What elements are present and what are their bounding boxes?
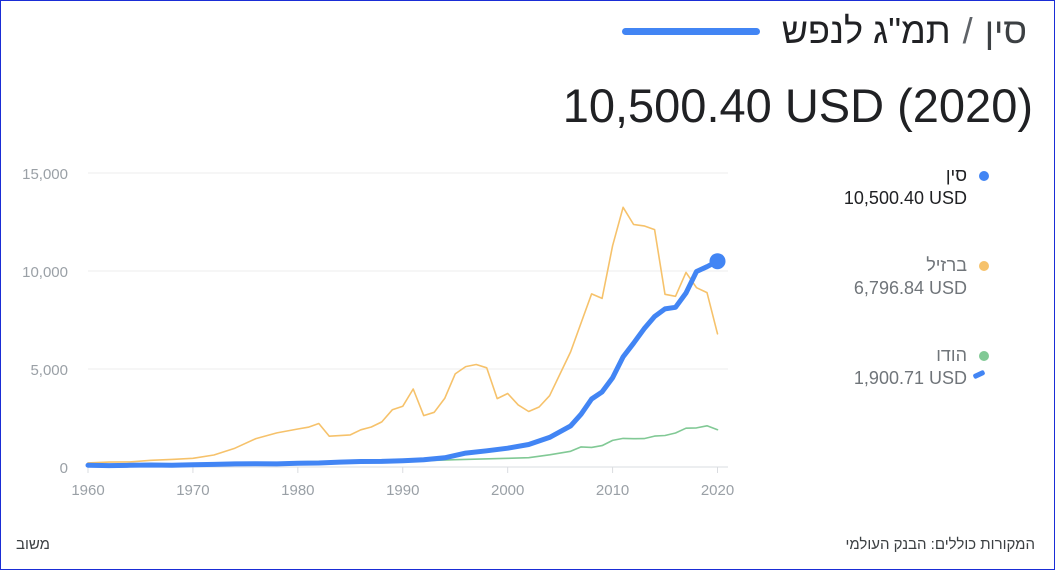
legend-dot-india — [979, 351, 989, 361]
series-endpoint-china — [709, 253, 726, 270]
x-tick-label: 1970 — [176, 482, 209, 499]
sources-note: המקורות כוללים: הבנק העולמי — [845, 536, 1036, 553]
legend-dot-china — [979, 171, 989, 181]
x-tick-label: 1980 — [281, 482, 314, 499]
legend-name-brazil: ברזיל — [926, 255, 967, 275]
legend-item-india[interactable]: הודו 1,900.71 USD — [747, 344, 989, 434]
legend-item-brazil[interactable]: ברזיל 6,796.84 USD — [747, 254, 989, 344]
legend-value-china: 10,500.40 USD — [843, 188, 967, 208]
y-tick-label: 0 — [60, 460, 68, 477]
metric-name[interactable]: תמ"ג לנפש — [781, 10, 951, 51]
y-tick-label: 10,000 — [22, 264, 68, 281]
legend-name-india: הודו — [936, 345, 967, 365]
x-tick-label: 2010 — [596, 482, 629, 499]
legend-value-brazil: 6,796.84 USD — [853, 278, 967, 298]
series-swatch — [621, 27, 760, 35]
series-line-china — [85, 258, 720, 469]
x-tick-label: 2000 — [491, 482, 524, 499]
y-tick-label: 5,000 — [30, 362, 68, 379]
series-line-brazil — [87, 206, 719, 464]
chart-header: סין / תמ"ג לנפש — [621, 8, 1027, 54]
legend-name-china: סין — [945, 165, 967, 185]
feedback-link[interactable]: משוב — [16, 536, 50, 553]
legend-value-india: 1,900.71 USD — [853, 368, 967, 388]
title-separator: / — [962, 10, 973, 51]
y-tick-label: 15,000 — [22, 166, 68, 183]
legend-dot-brazil — [979, 261, 989, 271]
legend-item-china[interactable]: סין 10,500.40 USD — [747, 164, 989, 254]
x-tick-label: 2020 — [701, 482, 734, 499]
line-chart[interactable]: 0 5,000 10,000 15,000 1960 1970 1980 1990 2000 20… — [0, 150, 760, 520]
headline-value: 10,500.40 USD (2020) — [562, 79, 1033, 132]
x-tick-label: 1960 — [71, 482, 104, 499]
country-name[interactable]: סין — [984, 10, 1027, 51]
legend: סין 10,500.40 USD ברזיל 6,796.84 USD הוד… — [747, 164, 989, 434]
x-tick-label: 1990 — [386, 482, 419, 499]
